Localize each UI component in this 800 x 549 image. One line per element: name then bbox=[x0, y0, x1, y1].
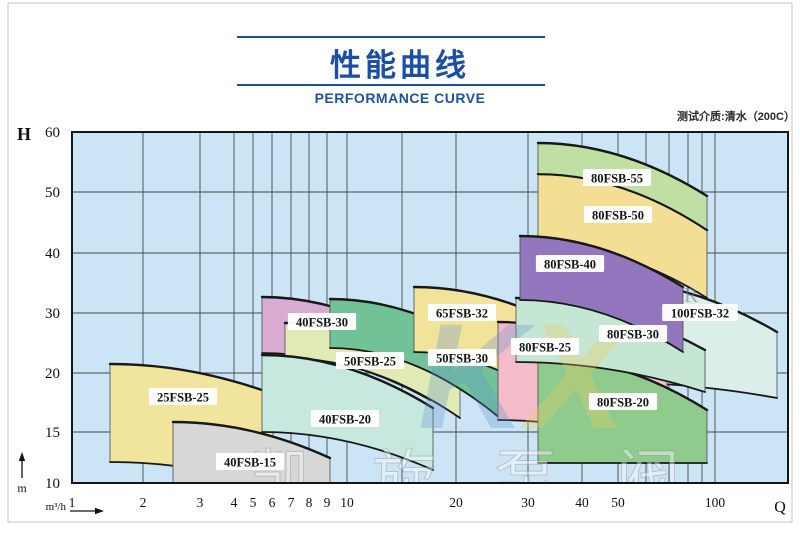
region-label-40FSB-15: 40FSB-15 bbox=[224, 456, 276, 470]
region-label-chip-50FSB-30 bbox=[427, 349, 497, 366]
region-label-50FSB-25: 50FSB-25 bbox=[344, 355, 396, 369]
region-label-65FSB-32: 65FSB-32 bbox=[436, 307, 488, 321]
title-rule-bottom bbox=[237, 84, 545, 86]
region-bottom-curve-80FSB-30 bbox=[515, 361, 706, 393]
region-top-curve-40FSB-15 bbox=[171, 420, 332, 460]
region-label-chip-80FSB-40 bbox=[535, 255, 605, 272]
region-label-80FSB-50: 80FSB-50 bbox=[592, 209, 644, 223]
x-tick-label-20: 20 bbox=[449, 495, 463, 510]
region-label-80FSB-30: 80FSB-30 bbox=[607, 328, 659, 342]
watermark-registered-mark: R bbox=[684, 283, 698, 307]
x-tick-label-6: 6 bbox=[269, 495, 276, 510]
region-top-curve-25FSB-25 bbox=[108, 362, 275, 396]
region-label-chip-80FSB-30 bbox=[598, 325, 668, 342]
region-label-chip-50FSB-25 bbox=[335, 352, 405, 369]
page-subtitle: PERFORMANCE CURVE bbox=[314, 90, 486, 106]
x-tick-label-4: 4 bbox=[231, 495, 238, 510]
region-bottom-curve-80FSB-55 bbox=[537, 173, 708, 231]
region-label-80FSB-55: 80FSB-55 bbox=[591, 172, 643, 186]
region-label-chip-40FSB-30 bbox=[287, 313, 357, 330]
y-tick-label-15: 15 bbox=[45, 425, 60, 441]
region-label-chip-100FSB-32 bbox=[662, 304, 738, 321]
x-tick-label-100: 100 bbox=[705, 495, 726, 510]
watermark-brand-text: 凯旋泵阀 bbox=[250, 445, 738, 516]
x-tick-label-5: 5 bbox=[250, 495, 257, 510]
x-tick-label-8: 8 bbox=[306, 495, 313, 510]
region-label-80FSB-25: 80FSB-25 bbox=[519, 341, 571, 355]
region-label-40FSB-30: 40FSB-30 bbox=[296, 316, 348, 330]
region-bottom-curve-40FSB-20 bbox=[261, 431, 434, 471]
region-label-chip-80FSB-20 bbox=[588, 393, 658, 410]
x-tick-label-9: 9 bbox=[324, 495, 331, 510]
plot-frame bbox=[71, 131, 789, 484]
x-axis-letter: Q bbox=[774, 499, 786, 516]
region-label-chip-80FSB-50 bbox=[583, 206, 653, 223]
y-tick-label-60: 60 bbox=[45, 125, 60, 141]
x-tick-label-40: 40 bbox=[575, 495, 589, 510]
region-label-chip-40FSB-15 bbox=[215, 453, 285, 470]
page-title: 性能曲线 bbox=[330, 48, 470, 83]
x-tick-label-7: 7 bbox=[288, 495, 295, 510]
y-axis-letter: H bbox=[17, 124, 31, 144]
y-tick-label-10: 10 bbox=[45, 476, 60, 492]
region-label-100FSB-32: 100FSB-32 bbox=[671, 307, 729, 321]
page-border bbox=[7, 2, 793, 523]
x-axis-unit: m³/h bbox=[46, 501, 67, 513]
test-medium-note: 测试介质:清水（200C） bbox=[677, 111, 795, 123]
x-tick-label-3: 3 bbox=[197, 495, 204, 510]
region-label-25FSB-25: 25FSB-25 bbox=[157, 391, 209, 405]
region-label-50FSB-30: 50FSB-30 bbox=[436, 352, 488, 366]
region-top-curve-80FSB-40 bbox=[518, 234, 685, 289]
region-label-chip-40FSB-20 bbox=[310, 410, 380, 427]
region-label-80FSB-20: 80FSB-20 bbox=[597, 396, 649, 410]
region-label-40FSB-20: 40FSB-20 bbox=[319, 413, 371, 427]
x-tick-label-1: 1 bbox=[69, 495, 76, 510]
y-tick-label-40: 40 bbox=[45, 246, 60, 262]
x-tick-label-50: 50 bbox=[611, 495, 625, 510]
region-top-curve-80FSB-55 bbox=[536, 141, 709, 198]
region-bottom-curve-50FSB-30 bbox=[329, 347, 501, 419]
region-label-chip-80FSB-55 bbox=[582, 169, 652, 186]
title-rule-top bbox=[237, 36, 545, 38]
x-tick-label-2: 2 bbox=[140, 495, 147, 510]
y-axis-arrow-head bbox=[18, 452, 26, 461]
region-label-chip-80FSB-25 bbox=[510, 338, 580, 355]
y-axis-unit: m bbox=[17, 481, 27, 495]
x-tick-label-10: 10 bbox=[340, 495, 354, 510]
y-tick-label-30: 30 bbox=[45, 306, 60, 322]
y-tick-label-50: 50 bbox=[45, 185, 60, 201]
region-label-80FSB-40: 80FSB-40 bbox=[544, 258, 596, 272]
x-tick-label-30: 30 bbox=[521, 495, 535, 510]
y-tick-label-20: 20 bbox=[45, 366, 60, 382]
region-label-chip-65FSB-32 bbox=[427, 304, 497, 321]
region-label-chip-25FSB-25 bbox=[148, 388, 218, 405]
x-axis-arrow-head bbox=[95, 507, 104, 515]
